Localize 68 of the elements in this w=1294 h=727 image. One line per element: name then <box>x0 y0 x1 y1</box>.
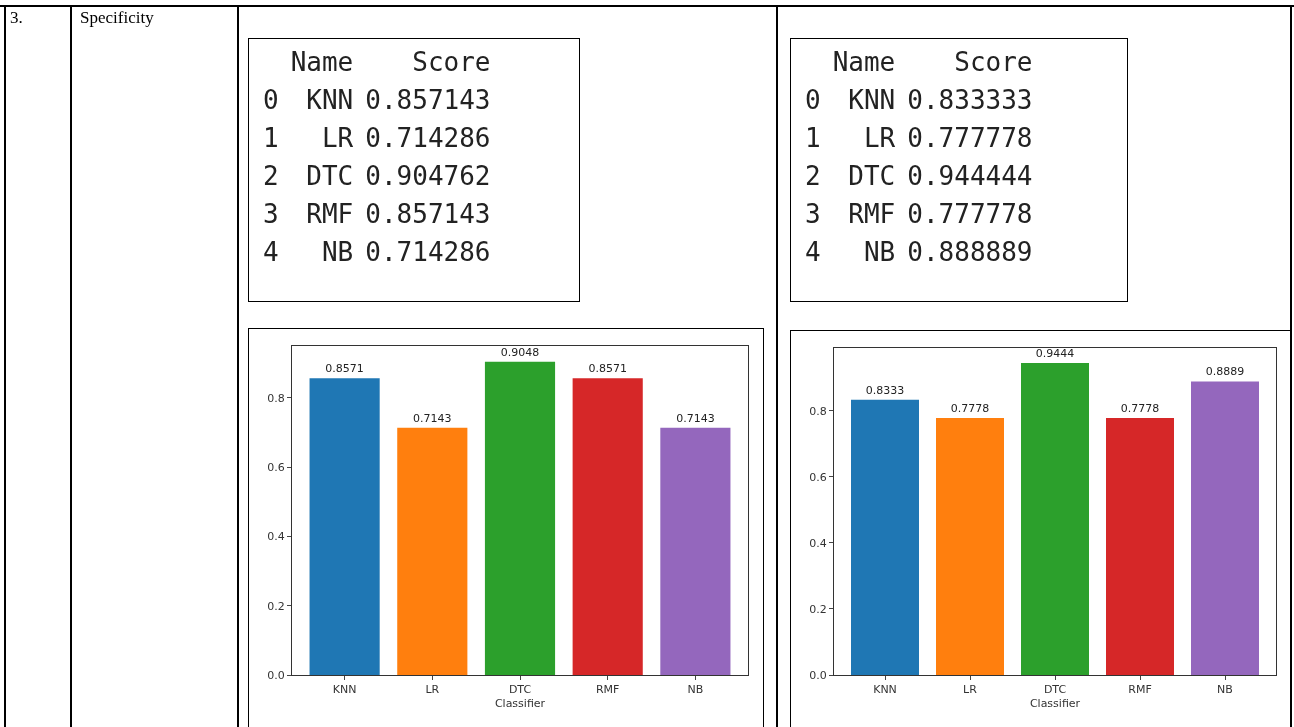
x-tick-label: DTC <box>508 683 532 697</box>
text: 0.857143 <box>364 84 492 117</box>
y-tick-label: 0.8 <box>809 404 827 418</box>
text: 2 <box>804 160 822 193</box>
y-tick-label: 0.0 <box>809 668 827 682</box>
x-axis-title: Classifier <box>494 697 546 711</box>
text: 0.944444 <box>906 160 1034 193</box>
text: Score <box>953 46 1034 79</box>
text: 0.888889 <box>906 236 1034 269</box>
text: 0.714286 <box>364 236 492 269</box>
x-tick-label: DTC <box>1043 683 1067 697</box>
x-tick-label: NB <box>1217 683 1233 697</box>
category-label: KNN <box>306 85 354 115</box>
text: Specificity <box>80 8 154 28</box>
x-tick-label: RMF <box>1128 683 1152 697</box>
y-tick-label: 0.4 <box>267 530 285 544</box>
data-label: 0.7778 <box>1120 402 1160 416</box>
text: 4 <box>262 236 280 269</box>
y-tick-label: 0.8 <box>267 391 285 405</box>
text: 4 <box>804 236 822 269</box>
text: Name <box>831 46 897 79</box>
text: Score <box>411 46 492 79</box>
y-tick-label: 0.2 <box>809 602 827 616</box>
x-tick-label: NB <box>687 683 704 697</box>
text: 0 <box>262 84 280 117</box>
category-label: DTC <box>848 161 896 191</box>
category-label: LR <box>321 123 354 153</box>
text: 3 <box>804 198 822 231</box>
text: 0.857143 <box>364 198 492 231</box>
category-label: DTC <box>306 161 354 191</box>
text: 0 <box>804 84 822 117</box>
text: 0.833333 <box>906 84 1034 117</box>
x-tick-label: RMF <box>595 683 620 697</box>
x-tick-label: LR <box>425 683 440 697</box>
y-tick-label: 0.4 <box>809 536 827 550</box>
x-tick-label: KNN <box>873 683 897 697</box>
data-label: 0.8571 <box>325 362 364 376</box>
text: 0.904762 <box>364 160 492 193</box>
data-label: 0.8333 <box>865 383 905 397</box>
y-tick-label: 0.2 <box>267 599 285 613</box>
text: 3 <box>262 198 280 231</box>
category-label: NB <box>321 237 354 267</box>
x-axis-title: Classifier <box>1029 697 1081 711</box>
category-label: RMF <box>306 199 354 229</box>
y-tick-label: 0.6 <box>809 470 827 484</box>
data-label: 0.7143 <box>413 411 452 425</box>
x-tick-label: KNN <box>332 683 357 697</box>
text: 3. <box>10 8 23 28</box>
text: 0.777778 <box>906 198 1034 231</box>
data-label: 0.8571 <box>588 362 627 376</box>
data-label: 0.7778 <box>950 402 990 416</box>
y-tick-label: 0.6 <box>267 461 285 475</box>
text: 0.777778 <box>906 122 1034 155</box>
category-label: LR <box>863 123 896 153</box>
text: 1 <box>804 122 822 155</box>
category-label: KNN <box>848 85 896 115</box>
data-label: 0.9048 <box>500 345 540 359</box>
text: 0.714286 <box>364 122 492 155</box>
text: 1 <box>262 122 280 155</box>
category-label: NB <box>863 237 896 267</box>
data-label: 0.9444 <box>1035 347 1075 361</box>
y-tick-label: 0.0 <box>267 668 285 682</box>
x-tick-label: LR <box>963 683 978 697</box>
data-label: 0.7143 <box>676 411 715 425</box>
category-label: RMF <box>848 199 896 229</box>
data-label: 0.8889 <box>1205 365 1245 379</box>
text: Name <box>289 46 355 79</box>
text: 2 <box>262 160 280 193</box>
